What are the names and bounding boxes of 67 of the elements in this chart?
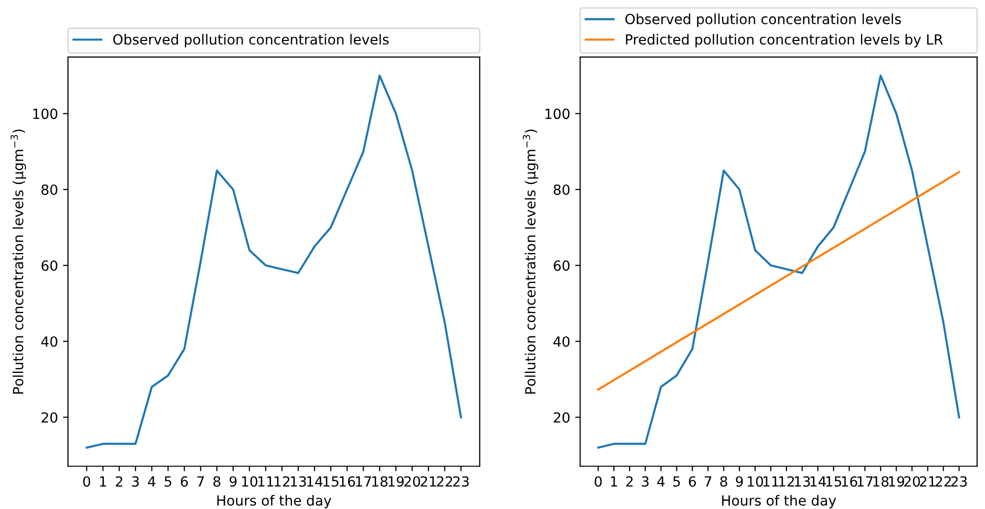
x-tick-label: 14 [307, 476, 323, 487]
x-tick-label: 15 [826, 476, 842, 487]
x-tick-label: 17 [858, 476, 873, 487]
x-tick-label: 19 [889, 476, 904, 487]
x-tick-label: 10 [748, 476, 764, 487]
line-series [597, 74, 960, 449]
x-tick-label: 0 [83, 476, 90, 487]
x-tick-label: 17 [356, 476, 371, 487]
x-tick-label: 4 [148, 476, 156, 487]
x-tick-label: 18 [873, 476, 889, 487]
x-tick-label: 18 [372, 476, 388, 487]
x-tick-label: 21 [420, 476, 436, 487]
y-tick-label: 60 [42, 260, 58, 271]
x-tick-label: 1 [100, 476, 106, 487]
x-tick-label: 15 [323, 476, 338, 487]
x-tick-label: 13 [794, 476, 810, 487]
x-tick-label: 13 [290, 476, 306, 487]
x-tick-label: 0 [594, 476, 602, 487]
x-tick-label: 7 [197, 476, 204, 487]
x-tick-label: 22 [436, 476, 452, 487]
x-tick-label: 3 [642, 476, 649, 487]
x-tick-label: 10 [242, 476, 258, 487]
x-tick-label: 3 [132, 476, 139, 487]
x-tick-label: 16 [340, 476, 356, 487]
y-tick-label: 40 [553, 336, 570, 347]
y-tick-label: 60 [554, 260, 570, 271]
x-tick-label: 23 [453, 476, 469, 487]
x-tick-label: 12 [274, 476, 290, 487]
x-tick-label: 5 [673, 476, 680, 487]
legend-label: Observed pollution concentration levels [625, 14, 901, 27]
x-tick-label: 23 [951, 476, 967, 487]
x-tick-label: 8 [720, 476, 728, 487]
x-axis-title: Hours of the day [722, 494, 836, 508]
x-tick-label: 5 [164, 476, 172, 487]
y-axis-title: Pollution concentration levels (μgm$^{−3}$) [522, 130, 538, 394]
y-tick-label: 20 [42, 412, 58, 423]
x-tick-label: 2 [626, 476, 633, 487]
x-tick-label: 11 [763, 476, 778, 487]
legend-label: Observed pollution concentration levels [113, 34, 389, 48]
y-tick-label: 80 [42, 184, 58, 195]
x-tick-label: 11 [258, 476, 274, 487]
y-tick-label: 40 [41, 336, 58, 347]
y-tick-label: 80 [554, 184, 570, 195]
y-tick-label: 100 [545, 108, 570, 120]
y-axis-title: Pollution concentration levels (μgm$^{−3}$) [10, 130, 26, 394]
x-tick-label: 1 [611, 476, 618, 487]
x-tick-label: 12 [779, 476, 794, 487]
x-tick-label: 14 [810, 476, 826, 487]
x-tick-label: 9 [230, 476, 237, 487]
y-tick-label: 20 [554, 412, 570, 423]
x-tick-label: 16 [842, 476, 858, 487]
x-axis-title: Hours of the day [217, 494, 332, 508]
x-tick-label: 2 [116, 476, 122, 487]
x-tick-label: 19 [388, 476, 404, 487]
x-tick-label: 21 [920, 476, 936, 487]
x-tick-label: 20 [404, 476, 420, 487]
line-series [86, 74, 462, 449]
x-tick-label: 8 [213, 476, 220, 487]
x-tick-label: 4 [657, 476, 665, 487]
x-tick-label: 9 [736, 476, 743, 487]
x-tick-label: 7 [704, 476, 712, 487]
x-tick-label: 20 [904, 476, 920, 487]
legend-label: Predicted pollution concentration levels by LR [626, 34, 943, 48]
y-tick-label: 100 [33, 108, 58, 120]
x-tick-label: 22 [936, 476, 951, 487]
x-tick-label: 6 [180, 476, 188, 487]
x-tick-label: 6 [688, 476, 696, 487]
